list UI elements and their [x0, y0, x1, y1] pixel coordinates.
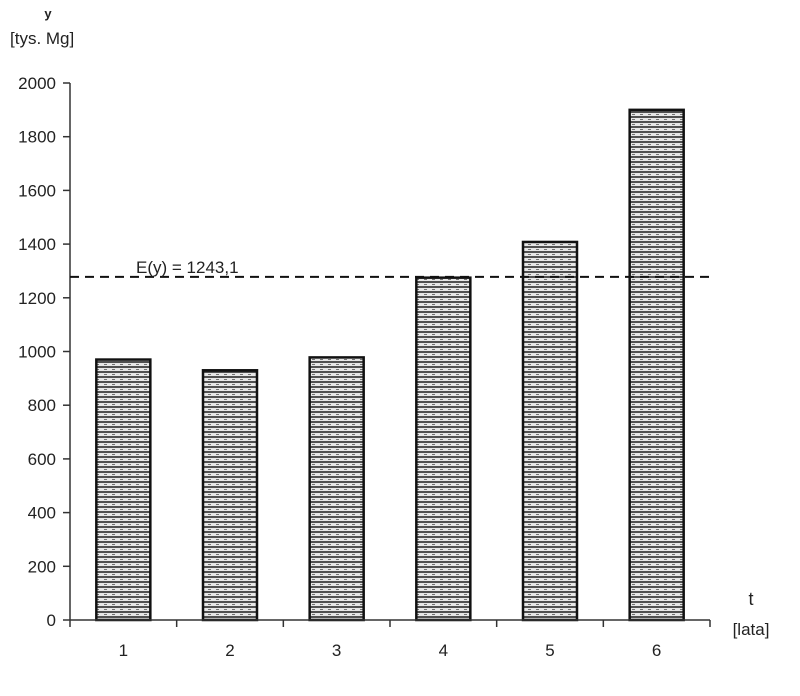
bar-1	[95, 358, 152, 622]
y-tick-label: 400	[28, 504, 56, 523]
y-tick-label: 2000	[18, 74, 56, 93]
x-tick-label: 6	[652, 641, 661, 660]
x-axis-variable: t	[748, 589, 753, 609]
x-tick-label: 4	[439, 641, 448, 660]
bars-group	[95, 108, 685, 622]
y-tick-label: 1800	[18, 128, 56, 147]
y-tick-label: 1600	[18, 181, 56, 200]
bar-3	[308, 356, 365, 622]
y-tick-label: 1000	[18, 343, 56, 362]
x-tick-label: 1	[119, 641, 128, 660]
y-tick-label: 1400	[18, 235, 56, 254]
bar-6	[628, 108, 685, 622]
bar-4	[415, 276, 472, 622]
y-tick-label: 600	[28, 450, 56, 469]
mean-reference-label: E(y) = 1243,1	[136, 258, 239, 277]
y-tick-label: 800	[28, 396, 56, 415]
y-axis-variable: y	[44, 6, 52, 21]
x-tick-label: 5	[545, 641, 554, 660]
x-ticks-group: 1 2 3 4 5 6	[69, 620, 711, 660]
x-axis-unit: [lata]	[733, 620, 770, 639]
x-tick-label: 3	[332, 641, 341, 660]
y-axis-unit: [tys. Mg]	[10, 29, 74, 48]
y-tick-label: 0	[47, 611, 56, 630]
y-tick-label: 1200	[18, 289, 56, 308]
axes-group	[69, 83, 710, 621]
bar-5	[521, 240, 579, 622]
x-tick-label: 2	[225, 641, 234, 660]
y-tick-label: 200	[28, 557, 56, 576]
bar-2	[201, 369, 259, 622]
y-ticks-group: 0 200 400 600 800 1000 1200 1400 1600 1800 2000	[18, 74, 70, 630]
